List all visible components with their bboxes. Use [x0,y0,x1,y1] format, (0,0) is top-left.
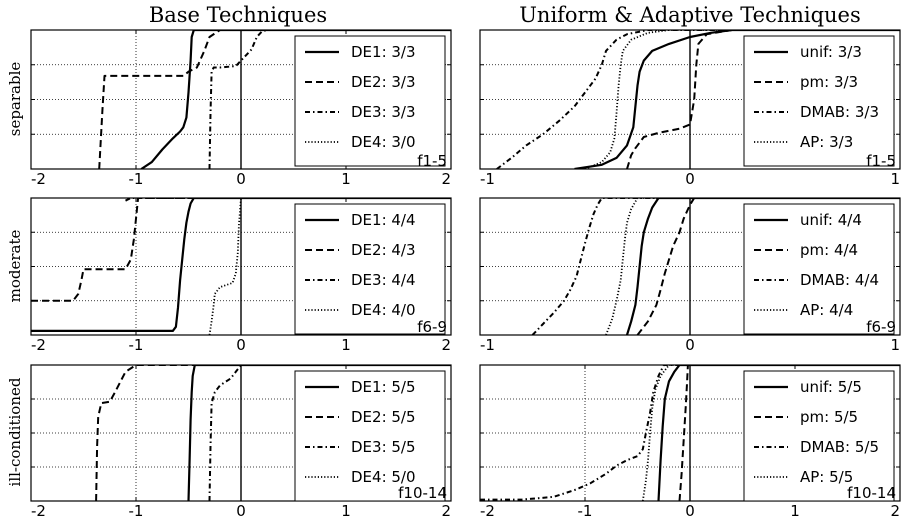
legend-label: AP: 3/3 [800,133,853,151]
x-tick-label: 0 [685,170,695,188]
legend-label: unif: 5/5 [800,378,862,396]
x-tick-label: 0 [236,502,246,520]
column-title-uniform-adaptive: Uniform & Adaptive Techniques [519,3,861,27]
legend-label: pm: 4/4 [800,241,858,259]
series-line-1 [31,198,451,302]
x-tick-label: 1 [341,502,351,520]
legend-label: unif: 3/3 [800,43,862,61]
function-label: f10-14 [847,484,896,502]
x-tick-label: -1 [578,502,593,520]
legend-label: DE4: 3/0 [351,133,416,151]
legend-label: DMAB: 4/4 [800,271,879,289]
x-tick-label: 0 [236,336,246,354]
series-line-2 [496,30,900,169]
series-line-3 [584,30,900,169]
function-label: f1-5 [866,152,896,170]
legend-label: AP: 5/5 [800,468,853,486]
x-tick-label: 0 [685,502,695,520]
series-line-0 [574,30,900,169]
x-tick-label: 2 [441,170,451,188]
x-tick-label: 1 [341,170,351,188]
legend-label: unif: 4/4 [800,211,862,229]
x-tick-label: -1 [129,336,144,354]
function-label: f6-9 [417,318,447,336]
legend-box [743,370,895,502]
x-tick-label: 1 [890,336,900,354]
series-group [95,365,451,501]
x-tick-label: -1 [480,336,495,354]
series-group [98,30,451,169]
x-tick-label: 2 [441,502,451,520]
legend-label: DE1: 4/4 [351,211,416,229]
chart-panel-0-0: -2 -1 0 1 2 DE1: 3/3 DE2: 3/3 DE3: 3/3 DE4: 3/0f… [30,29,452,188]
chart-panel-0-1: -1 0 1 unif: 3/3 pm: 3/3 DMAB: 3/3 AP: 3/3 f1-5 [479,29,901,188]
series-line-0 [31,198,451,332]
series-line-2 [125,198,451,202]
legend-label: DMAB: 5/5 [800,438,879,456]
legend-label: DE4: 5/0 [351,468,416,486]
x-tick-label: 1 [890,170,900,188]
x-tick-label: 1 [341,336,351,354]
series-line-1 [95,365,451,501]
legend-label: DE3: 4/4 [351,271,416,289]
legend-label: AP: 4/4 [800,301,853,319]
series-line-0 [657,365,900,501]
x-tick-label: 2 [441,336,451,354]
series-group [480,365,900,501]
x-tick-label: 0 [236,170,246,188]
series-line-3 [641,365,900,501]
column-title-base: Base Techniques [149,3,327,27]
legend-box [743,35,895,167]
x-tick-label: -1 [480,170,495,188]
legend-label: DE2: 4/3 [351,241,416,259]
series-line-3 [605,198,900,335]
series-line-0 [187,365,451,501]
legend-label: DE3: 5/5 [351,438,416,456]
row-label-separable: separable [6,62,24,137]
legend-label: pm: 3/3 [800,73,858,91]
series-group [496,30,900,169]
chart-panel-1-0: -2 -1 0 1 2 DE1: 4/4 DE2: 4/3 DE3: 4/4 DE4: 4/0f… [30,197,452,354]
series-line-1 [636,198,900,335]
series-group [31,198,451,335]
legend-label: DE2: 5/5 [351,408,416,426]
x-tick-label: -2 [31,170,46,188]
row-label-moderate: moderate [6,230,24,303]
legend-label: DE3: 3/3 [351,103,416,121]
row-label-ill-conditioned: ill-conditioned [6,377,24,486]
x-tick-label: 2 [890,502,900,520]
legend-label: pm: 5/5 [800,408,858,426]
legend-box [294,35,446,167]
legend-label: DMAB: 3/3 [800,103,879,121]
x-tick-label: -2 [31,336,46,354]
chart-panel-2-1: -2 -1 0 1 2 unif: 5/5 pm: 5/5 DMAB: 5/5 AP: 5/5f… [479,364,901,520]
series-line-1 [678,365,900,501]
legend-box [294,370,446,502]
series-line-0 [140,30,451,169]
legend-label: DE1: 3/3 [351,43,416,61]
legend-box [743,203,895,335]
series-line-1 [626,30,900,169]
chart-panel-1-1: -1 0 1 unif: 4/4 pm: 4/4 DMAB: 4/4 AP: 4/4 f6-9 [479,197,901,354]
x-tick-label: -2 [31,502,46,520]
x-tick-label: -1 [129,170,144,188]
legend-label: DE4: 4/0 [351,301,416,319]
series-line-2 [531,198,900,335]
chart-panel-2-0: -2 -1 0 1 2 DE1: 5/5 DE2: 5/5 DE3: 5/5 DE4: 5/0f… [30,364,452,520]
series-line-2 [208,30,451,169]
x-tick-label: -2 [480,502,495,520]
function-label: f10-14 [398,484,447,502]
x-tick-label: 0 [685,336,695,354]
legend-box [294,203,446,335]
x-tick-label: -1 [129,502,144,520]
series-line-0 [625,198,900,335]
legend-label: DE1: 5/5 [351,378,416,396]
legend-label: DE2: 3/3 [351,73,416,91]
series-group [531,198,900,335]
x-tick-label: 1 [790,502,800,520]
function-label: f1-5 [417,152,447,170]
function-label: f6-9 [866,318,896,336]
